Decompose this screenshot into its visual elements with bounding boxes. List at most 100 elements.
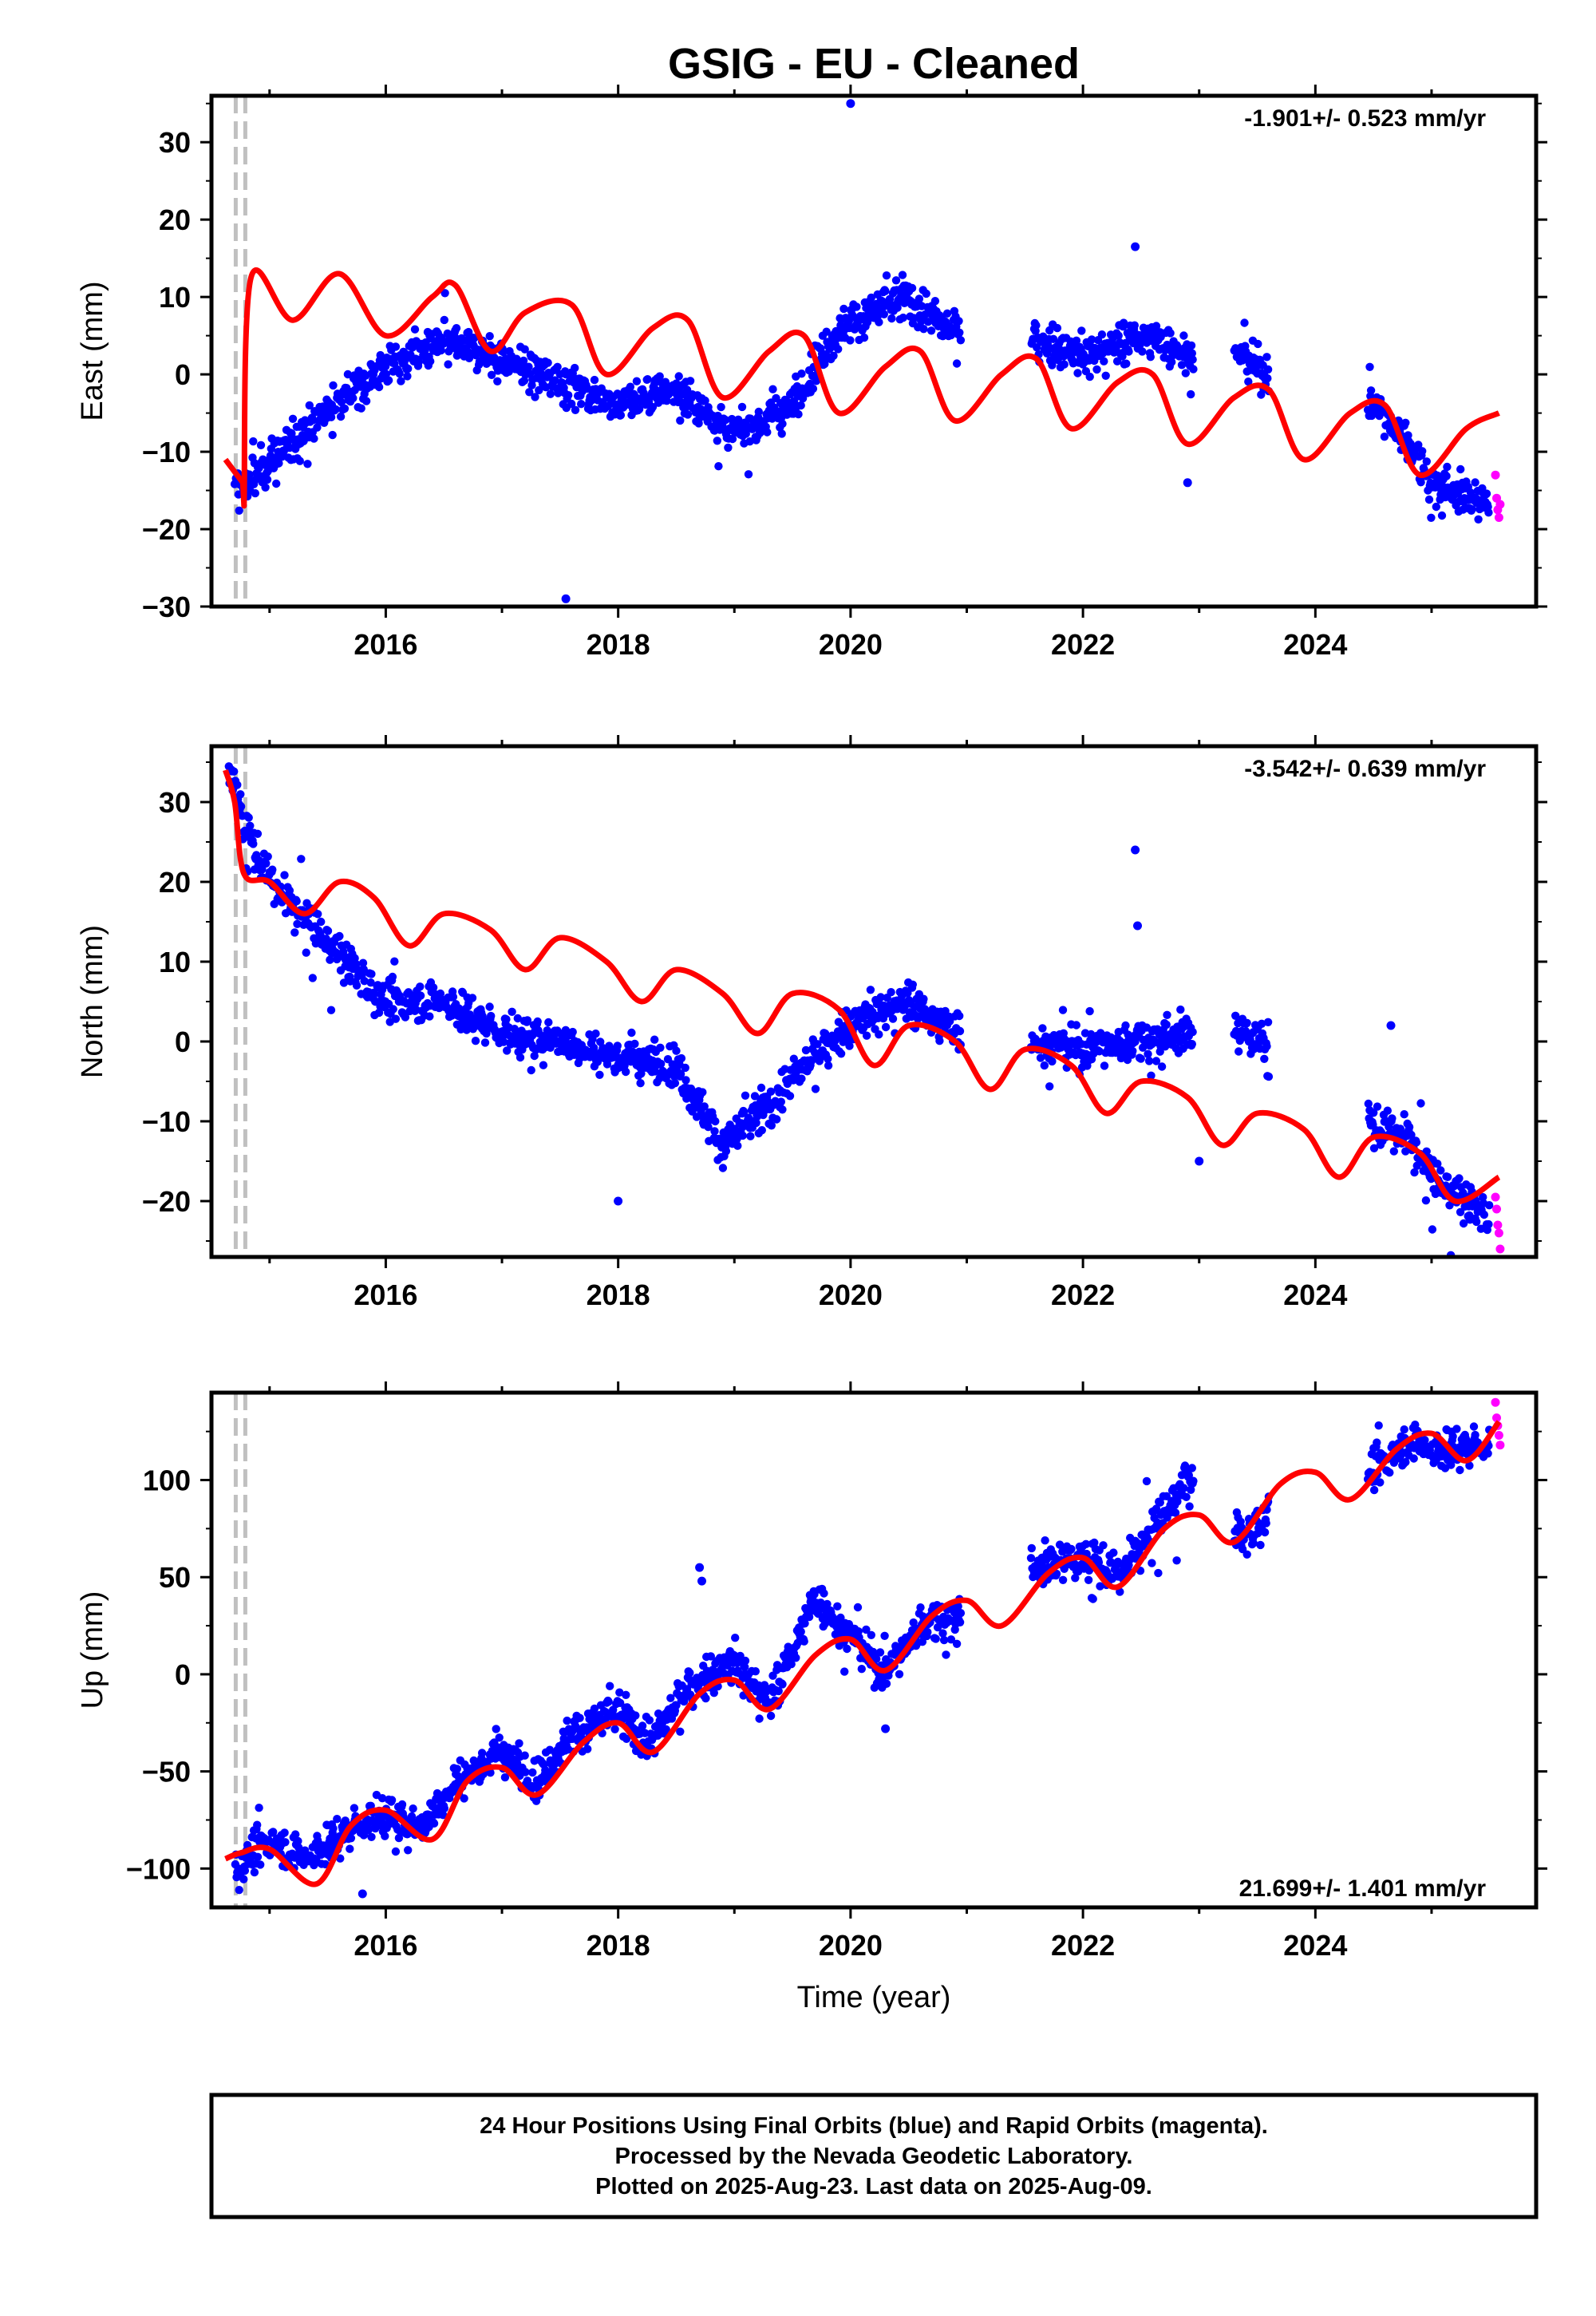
up-x-tick-label: 2018 bbox=[587, 1929, 650, 1962]
up-final-orbit-point bbox=[939, 1635, 949, 1645]
east-final-orbit-point bbox=[919, 325, 928, 334]
east-x-tick-label: 2022 bbox=[1051, 628, 1115, 661]
east-final-orbit-point bbox=[440, 315, 448, 325]
north-final-orbit-point bbox=[801, 1045, 811, 1055]
north-final-orbit-point bbox=[544, 1018, 553, 1027]
north-final-orbit-point bbox=[637, 1069, 646, 1078]
north-final-orbit-point bbox=[480, 1038, 490, 1047]
east-y-tick-label: 0 bbox=[175, 358, 191, 391]
north-final-orbit-point bbox=[836, 1049, 846, 1058]
up-x-tick-label: 2022 bbox=[1051, 1929, 1115, 1962]
north-final-orbit-point bbox=[1121, 1021, 1130, 1030]
up-final-orbit-point bbox=[381, 1832, 389, 1840]
east-final-orbit-point bbox=[1456, 464, 1465, 474]
up-final-orbit-point bbox=[1109, 1548, 1118, 1557]
up-final-orbit-point bbox=[792, 1654, 800, 1662]
up-final-orbit-point bbox=[1067, 1544, 1076, 1554]
up-y-tick-label: 50 bbox=[159, 1561, 191, 1594]
up-rapid-orbit-point bbox=[1492, 1413, 1501, 1423]
east-final-orbit-point bbox=[251, 488, 259, 498]
up-final-orbit-point bbox=[239, 1875, 248, 1883]
north-final-orbit-point bbox=[627, 1028, 636, 1037]
up-outlier-point bbox=[695, 1563, 705, 1572]
up-final-orbit-point bbox=[429, 1819, 439, 1828]
north-final-orbit-point bbox=[1484, 1219, 1493, 1229]
caption-line-3: Plotted on 2025-Aug-23. Last data on 202… bbox=[595, 2174, 1152, 2199]
up-final-orbit-point bbox=[1154, 1568, 1163, 1578]
up-final-orbit-point bbox=[1242, 1550, 1251, 1559]
up-final-orbit-point bbox=[867, 1630, 876, 1639]
up-final-orbit-point bbox=[377, 1794, 387, 1803]
north-final-orbit-point bbox=[1128, 1046, 1137, 1056]
east-model-curve bbox=[223, 267, 1500, 509]
up-final-orbit-point bbox=[477, 1749, 487, 1757]
east-final-orbit-point bbox=[1122, 359, 1131, 368]
north-y-tick-label: 20 bbox=[159, 866, 191, 899]
north-final-orbit-point bbox=[881, 1022, 891, 1032]
east-final-orbit-point bbox=[256, 441, 266, 449]
east-final-orbit-point bbox=[1119, 318, 1128, 327]
east-final-orbit-point bbox=[728, 434, 737, 444]
up-plot-frame bbox=[209, 1390, 1539, 1910]
east-final-orbit-point bbox=[1100, 357, 1108, 366]
east-final-orbit-point bbox=[571, 405, 580, 414]
east-final-orbit-point bbox=[1437, 511, 1447, 520]
east-final-orbit-point bbox=[531, 393, 539, 401]
caption-line-1: 24 Hour Positions Using Final Orbits (bl… bbox=[480, 2113, 1268, 2139]
north-final-orbit-point bbox=[339, 947, 348, 956]
up-final-orbit-point bbox=[1090, 1538, 1099, 1547]
east-final-orbit-point bbox=[381, 362, 390, 371]
north-final-orbit-point bbox=[596, 1037, 605, 1046]
up-x-tick-label: 2020 bbox=[819, 1929, 883, 1962]
east-x-tick-label: 2018 bbox=[587, 628, 650, 661]
east-final-orbit-point bbox=[701, 396, 709, 405]
north-y-tick-label: 30 bbox=[159, 786, 191, 819]
east-final-orbit-point bbox=[846, 336, 855, 345]
caption-frame bbox=[209, 2093, 1539, 2219]
north-final-orbit-point bbox=[290, 928, 299, 937]
up-rapid-orbit-point bbox=[1495, 1441, 1505, 1450]
north-final-orbit-point bbox=[1100, 1061, 1109, 1070]
up-final-orbit-point bbox=[404, 1846, 413, 1855]
up-final-orbit-point bbox=[1088, 1595, 1097, 1603]
east-final-orbit-point bbox=[1032, 321, 1041, 330]
east-final-orbit-point bbox=[1482, 489, 1491, 498]
east-final-orbit-point bbox=[551, 376, 559, 385]
north-final-orbit-point bbox=[401, 1013, 410, 1022]
east-final-orbit-point bbox=[1188, 355, 1197, 364]
up-final-orbit-point bbox=[1027, 1543, 1037, 1553]
east-final-orbit-point bbox=[1244, 377, 1253, 386]
north-final-orbit-point bbox=[1188, 1027, 1197, 1037]
north-final-orbit-point bbox=[500, 1037, 508, 1046]
east-final-orbit-point bbox=[310, 434, 318, 443]
north-y-tick-label: −20 bbox=[142, 1185, 191, 1218]
east-final-orbit-point bbox=[1432, 502, 1441, 512]
up-model-curve bbox=[224, 1420, 1502, 1887]
north-final-orbit-point bbox=[1058, 1006, 1068, 1014]
up-final-orbit-point bbox=[1452, 1425, 1461, 1433]
east-final-orbit-point bbox=[543, 358, 552, 367]
east-final-orbit-point bbox=[361, 397, 371, 405]
north-final-orbit-point bbox=[1383, 1106, 1393, 1115]
north-final-orbit-point bbox=[778, 1105, 787, 1114]
up-final-orbit-point bbox=[346, 1844, 354, 1853]
east-final-orbit-point bbox=[1048, 361, 1057, 370]
up-final-orbit-point bbox=[492, 1725, 500, 1733]
north-final-orbit-point bbox=[292, 897, 301, 906]
east-final-orbit-point bbox=[863, 318, 872, 326]
north-final-orbit-point bbox=[824, 1054, 832, 1064]
east-rapid-orbit-point bbox=[1495, 500, 1505, 509]
north-final-orbit-point bbox=[262, 859, 271, 868]
east-final-orbit-point bbox=[1092, 365, 1101, 374]
north-rapid-orbit-point bbox=[1492, 1204, 1501, 1214]
north-final-orbit-point bbox=[1187, 1040, 1197, 1049]
up-final-orbit-point bbox=[1026, 1554, 1036, 1563]
north-final-orbit-point bbox=[1231, 1011, 1240, 1021]
east-final-orbit-point bbox=[879, 310, 889, 318]
north-final-orbit-point bbox=[1260, 1054, 1269, 1064]
up-final-orbit-point bbox=[1374, 1421, 1383, 1430]
east-final-orbit-point bbox=[1240, 318, 1249, 327]
north-final-orbit-point bbox=[797, 1074, 806, 1083]
north-final-orbit-point bbox=[811, 1085, 820, 1093]
up-final-orbit-point bbox=[336, 1854, 345, 1863]
